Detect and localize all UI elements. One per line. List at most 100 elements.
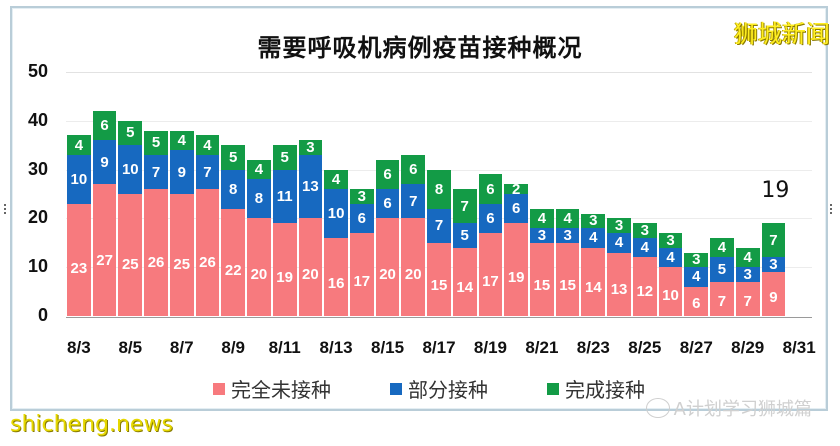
segment-value-label: 4 [254, 161, 264, 179]
segment-value-label: 4 [743, 248, 752, 266]
bar-segment: 7 [710, 281, 734, 316]
segment-value-label: 4 [692, 268, 701, 286]
bar-segment: 6 [349, 203, 374, 234]
legend-swatch-icon [547, 382, 559, 395]
segment-value-label: 5 [460, 226, 469, 244]
segment-value-label: 15 [533, 276, 551, 294]
bar-segment: 4 [658, 247, 683, 268]
bar-segment: 6 [684, 286, 709, 316]
bar-segment: 6 [92, 111, 117, 141]
bar-segment: 25 [169, 194, 194, 316]
segment-value-label: 26 [199, 254, 216, 272]
bar-segment: 4 [555, 208, 580, 229]
segment-value-label: 19 [507, 268, 525, 286]
bar-segment: 14 [581, 247, 606, 316]
bar-segment: 10 [658, 267, 683, 316]
segment-value-label: 9 [100, 153, 109, 171]
segment-value-label: 16 [327, 274, 345, 292]
bar-segment: 15 [427, 242, 451, 316]
segment-value-label: 9 [177, 163, 186, 181]
bar-segment: 6 [375, 189, 400, 219]
bar-segment: 17 [349, 233, 374, 316]
segment-value-label: 3 [589, 212, 598, 230]
wechat-watermark: A计划学习狮城篇 [645, 395, 812, 421]
segment-value-label: 25 [121, 256, 139, 274]
bar-segment: 6 [478, 174, 503, 204]
bar-segment: 4 [684, 267, 709, 287]
bar-segment: 4 [169, 130, 194, 151]
segment-value-label: 3 [692, 251, 701, 269]
segment-value-label: 4 [614, 234, 624, 252]
segment-value-label: 23 [70, 260, 88, 278]
bar-segment: 3 [349, 188, 374, 205]
bar-segment: 3 [581, 212, 606, 230]
bar-segment: 9 [761, 272, 786, 316]
bar-segment: 3 [607, 217, 631, 234]
bar-segment: 7 [761, 223, 786, 258]
bar-segment: 7 [452, 189, 477, 224]
segment-value-label: 7 [409, 192, 418, 210]
x-tick-label: 8/27 [679, 338, 713, 357]
segment-value-label: 8 [254, 190, 264, 208]
segment-value-label: 13 [302, 178, 319, 196]
segment-value-label: 11 [276, 187, 293, 205]
x-tick-label: 8/17 [422, 338, 456, 357]
legend-item-partial: 部分接种 [390, 374, 488, 403]
segment-value-label: 10 [327, 205, 345, 222]
legend-label: 完全未接种 [231, 378, 331, 402]
bar-segment: 4 [247, 159, 271, 180]
bar-segment: 23 [67, 203, 91, 316]
segment-value-label: 3 [769, 256, 778, 274]
segment-value-label: 7 [203, 163, 212, 181]
bar-segment: 3 [658, 232, 683, 249]
bar-segment: 13 [298, 154, 323, 219]
segment-value-label: 26 [147, 254, 165, 272]
bar-segment: 4 [735, 247, 760, 268]
segment-value-label: 19 [276, 268, 293, 286]
bar-segment: 17 [478, 233, 503, 316]
segment-value-label: 10 [70, 170, 88, 188]
bar-segment: 7 [735, 281, 760, 316]
bar-segment: 25 [118, 194, 143, 316]
bar-segment: 4 [581, 228, 606, 248]
y-tick-label: 50 [27, 61, 48, 81]
resize-handle-right[interactable] [830, 204, 836, 214]
bar-segment: 9 [169, 150, 194, 194]
plot-area [66, 72, 812, 318]
bar-segment: 6 [375, 159, 400, 190]
y-tick-label: 40 [27, 109, 48, 130]
brand-watermark: 狮城新闻 [734, 20, 830, 48]
x-tick-label: 8/31 [782, 338, 816, 357]
gridline [66, 120, 812, 122]
segment-value-label: 22 [224, 262, 242, 280]
bar-segment: 20 [375, 218, 400, 316]
segment-value-label: 10 [121, 161, 139, 179]
bar-segment: 3 [530, 227, 554, 244]
segment-value-label: 7 [460, 197, 469, 215]
segment-value-label: 6 [692, 295, 701, 313]
x-tick-label: 8/29 [731, 338, 765, 357]
bar-segment: 3 [555, 227, 580, 244]
segment-value-label: 8 [229, 180, 238, 198]
segment-value-label: 6 [100, 117, 109, 135]
bar-segment: 5 [144, 130, 168, 155]
bar-segment: 6 [504, 194, 529, 224]
bar-segment: 7 [195, 154, 220, 190]
bar-segment: 4 [632, 237, 657, 258]
bar-segment: 10 [67, 154, 91, 204]
legend-item-full: 完成接种 [547, 374, 645, 403]
bar-segment: 20 [298, 218, 323, 316]
y-tick-label: 10 [27, 256, 48, 277]
segment-value-label: 20 [404, 266, 422, 284]
segment-value-label: 6 [511, 200, 521, 218]
resize-handle-left[interactable] [4, 204, 10, 214]
bar-segment: 5 [221, 145, 246, 170]
bar-segment: 2 [504, 181, 529, 198]
segment-value-label: 7 [151, 163, 161, 181]
segment-value-label: 4 [717, 239, 727, 257]
segment-value-label: 5 [717, 261, 727, 279]
segment-value-label: 10 [662, 286, 679, 304]
total-annotation: 19 [761, 178, 790, 203]
x-tick-label: 8/11 [268, 338, 301, 357]
x-tick-label: 8/19 [473, 338, 507, 357]
